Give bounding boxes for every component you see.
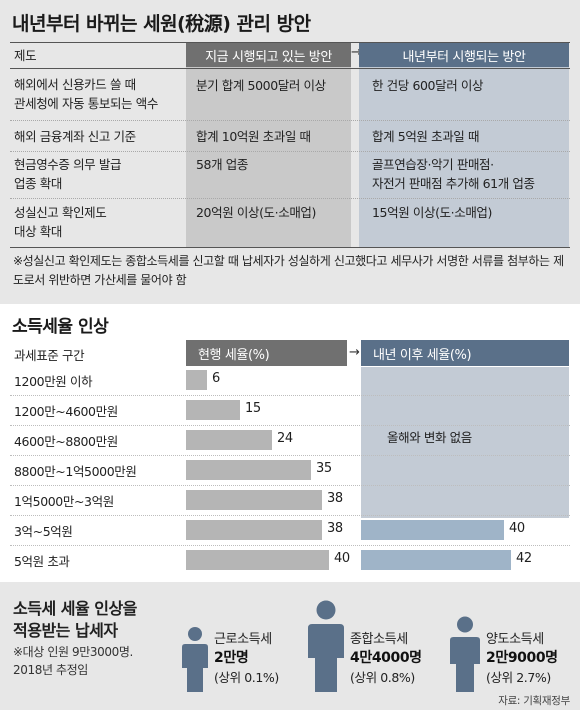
group-rank: (상위 0.8%) bbox=[350, 670, 415, 685]
group-rank: (상위 2.7%) bbox=[486, 670, 551, 685]
unchanged-note: 올해와 변화 없음 bbox=[387, 430, 472, 445]
bar-row: 1200만원 이하 6 bbox=[0, 367, 580, 393]
row-current-text: 합계 10억원 초과일 때 bbox=[196, 129, 311, 144]
row-divider bbox=[10, 485, 570, 486]
arrow-icon: → bbox=[349, 345, 360, 360]
category-label: 4600만~8800만원 bbox=[14, 434, 118, 449]
tax-management-section: 내년부터 바뀌는 세원(稅源) 관리 방안 제도 지금 시행되고 있는 방안 →… bbox=[0, 0, 580, 307]
next-plan-header: 내년부터 시행되는 방안 bbox=[359, 43, 569, 67]
table-bottom-rule bbox=[10, 247, 570, 248]
row-divider bbox=[10, 198, 570, 199]
section3-note-line2: 2018년 추정임 bbox=[13, 663, 88, 677]
row-next-text: 한 건당 600달러 이상 bbox=[372, 78, 484, 93]
bar-row: 8800만~1억5000만원 35 bbox=[0, 457, 580, 483]
category-label: 8800만~1억5000만원 bbox=[14, 464, 137, 479]
income-tax-rate-chart: 소득세율 인상 과세표준 구간 현행 세율(%) → 내년 이후 세율(%) 올… bbox=[0, 304, 580, 582]
bar-current-rate bbox=[186, 520, 322, 540]
row-current-text: 20억원 이상(도·소매업) bbox=[196, 205, 317, 220]
data-label-next: 42 bbox=[516, 551, 532, 566]
row-system-text: 대상 확대 bbox=[14, 224, 62, 239]
header-bottom-rule bbox=[10, 68, 570, 69]
row-divider bbox=[10, 545, 570, 546]
row-next-text: 자전거 판매점 추가해 61개 업종 bbox=[372, 176, 535, 191]
group-rank: (상위 0.1%) bbox=[214, 670, 279, 685]
current-column-background bbox=[186, 43, 351, 247]
group-name: 근로소득세 bbox=[214, 632, 272, 647]
group-name: 종합소득세 bbox=[350, 632, 408, 647]
row-next-text: 골프연습장·악기 판매점· bbox=[372, 157, 494, 172]
bar-row: 5억원 초과 40 42 bbox=[0, 547, 580, 573]
data-label-current: 24 bbox=[277, 431, 293, 446]
bar-row: 3억~5억원 38 40 bbox=[0, 517, 580, 543]
section1-title: 내년부터 바뀌는 세원(稅源) 관리 방안 bbox=[12, 13, 311, 35]
row-system-text: 업종 확대 bbox=[14, 176, 62, 191]
chart-header-row: 과세표준 구간 현행 세율(%) → 내년 이후 세율(%) bbox=[0, 340, 580, 366]
system-column-header: 제도 bbox=[14, 48, 37, 63]
row-system-text: 관세청에 자동 통보되는 액수 bbox=[14, 96, 158, 111]
group-count: 4만4000명 bbox=[350, 650, 422, 666]
bar-current-rate bbox=[186, 490, 322, 510]
arrow-icon: → bbox=[351, 45, 362, 60]
next-column-background bbox=[359, 43, 569, 247]
row-system-text: 현금영수증 의무 발급 bbox=[14, 157, 122, 172]
data-label-current: 40 bbox=[334, 551, 350, 566]
category-label: 1200만~4600만원 bbox=[14, 404, 118, 419]
row-divider bbox=[10, 395, 570, 396]
bar-next-rate bbox=[361, 550, 511, 570]
row-system-text: 해외 금융계좌 신고 기준 bbox=[14, 129, 136, 144]
chart-title: 소득세율 인상 bbox=[12, 317, 109, 337]
table-top-rule bbox=[10, 42, 570, 43]
section3-title-line1: 소득세 세율 인상을 bbox=[13, 599, 137, 618]
category-label: 3억~5억원 bbox=[14, 524, 73, 539]
section3-title-line2: 적용받는 납세자 bbox=[13, 621, 118, 640]
row-system-text: 성실신고 확인제도 bbox=[14, 205, 107, 220]
row-next-text: 합계 5억원 초과일 때 bbox=[372, 129, 480, 144]
legend-current-rate: 현행 세율(%) bbox=[186, 340, 347, 366]
person-icon bbox=[450, 616, 480, 692]
bar-next-rate bbox=[361, 520, 504, 540]
legend-next-rate: 내년 이후 세율(%) bbox=[361, 340, 569, 366]
data-label-current: 38 bbox=[327, 491, 343, 506]
bar-row: 1200만~4600만원 15 bbox=[0, 397, 580, 423]
group-name: 양도소득세 bbox=[486, 632, 544, 647]
person-icon bbox=[308, 600, 344, 692]
source-credit: 자료: 기획재정부 bbox=[498, 695, 570, 707]
data-label-current: 6 bbox=[212, 371, 220, 386]
data-label-current: 38 bbox=[327, 521, 343, 536]
group-count: 2만9000명 bbox=[486, 650, 558, 666]
y-axis-label: 과세표준 구간 bbox=[14, 348, 85, 363]
row-divider bbox=[10, 151, 570, 152]
row-divider bbox=[10, 120, 570, 121]
bar-current-rate bbox=[186, 430, 272, 450]
person-icon bbox=[182, 626, 208, 692]
group-count: 2만명 bbox=[214, 650, 249, 666]
bar-current-rate bbox=[186, 550, 329, 570]
row-current-text: 분기 합계 5000달러 이상 bbox=[196, 78, 326, 93]
row-divider bbox=[10, 425, 570, 426]
unchanged-rate-panel bbox=[361, 367, 569, 518]
affected-taxpayers-section: 소득세 세율 인상을 적용받는 납세자 ※대상 인원 9만3000명. 2018… bbox=[0, 582, 580, 710]
category-label: 5억원 초과 bbox=[14, 554, 70, 569]
footnote: ※성실신고 확인제도는 종합소득세를 신고할 때 납세자가 성실하게 신고했다고… bbox=[13, 254, 564, 287]
category-label: 1억5000만~3억원 bbox=[14, 494, 114, 509]
bar-row: 1억5000만~3억원 38 bbox=[0, 487, 580, 513]
bar-row: 4600만~8800만원 24 bbox=[0, 427, 580, 453]
section3-note-line1: ※대상 인원 9만3000명. bbox=[13, 645, 133, 659]
category-label: 1200만원 이하 bbox=[14, 374, 93, 389]
data-label-next: 40 bbox=[509, 521, 525, 536]
row-system-text: 해외에서 신용카드 쓸 때 bbox=[14, 77, 136, 92]
bar-current-rate bbox=[186, 400, 240, 420]
row-next-text: 15억원 이상(도·소매업) bbox=[372, 205, 493, 220]
bar-current-rate bbox=[186, 370, 207, 390]
row-divider bbox=[10, 515, 570, 516]
row-current-text: 58개 업종 bbox=[196, 157, 248, 172]
current-plan-header: 지금 시행되고 있는 방안 bbox=[186, 43, 351, 67]
bar-current-rate bbox=[186, 460, 311, 480]
data-label-current: 35 bbox=[316, 461, 332, 476]
data-label-current: 15 bbox=[245, 401, 261, 416]
row-divider bbox=[10, 455, 570, 456]
